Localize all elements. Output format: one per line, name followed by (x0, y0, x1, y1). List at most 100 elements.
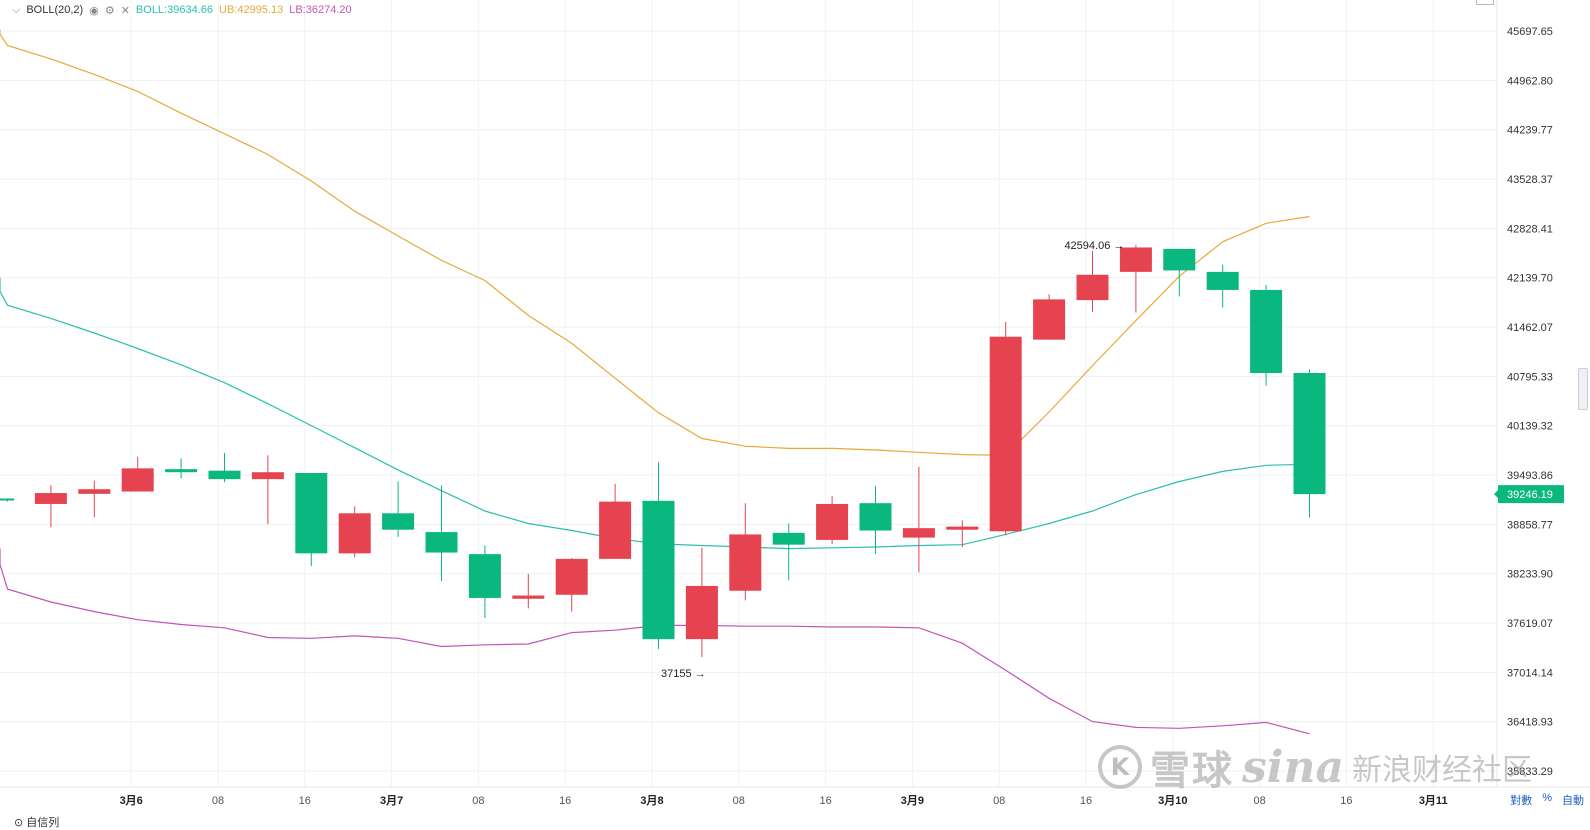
gear-icon[interactable]: ⚙ (104, 4, 115, 17)
candle-body (859, 503, 892, 531)
price-tick-label: 40139.32 (1507, 421, 1553, 433)
candle (902, 466, 935, 573)
candle (1206, 264, 1239, 308)
candle (121, 456, 154, 492)
time-tick-label: 16 (819, 795, 831, 807)
boll-ub-value: UB:42995.13 (219, 4, 284, 16)
candle (165, 458, 198, 479)
candle (1076, 251, 1109, 312)
eye-icon[interactable]: ◉ (89, 4, 99, 17)
candle (1250, 284, 1283, 386)
candle-body (946, 526, 979, 530)
candle-body (251, 472, 284, 480)
price-tick-label: 36418.93 (1507, 717, 1553, 729)
time-axis: 3月6 08 16 3月7 08 16 3月8 08 16 3月9 08 16 3月10 08 16 3月11 (120, 794, 1448, 807)
candle (555, 558, 588, 612)
candle-body (989, 336, 1022, 532)
candle-body (512, 595, 545, 599)
price-tick-label: 35833.29 (1507, 766, 1553, 778)
time-tick-label: 16 (559, 795, 571, 807)
time-tick-label: 16 (1340, 795, 1352, 807)
time-tick-label: 3月8 (640, 794, 663, 807)
time-tick-label: 3月10 (1158, 794, 1187, 807)
candle (1293, 369, 1326, 518)
candle-body (468, 554, 501, 598)
time-tick-label: 3月9 (901, 794, 924, 807)
pane-control[interactable] (1476, 0, 1494, 5)
candle (0, 498, 14, 502)
candle (1119, 245, 1152, 313)
price-tick-label: 37619.07 (1507, 618, 1553, 630)
boll-lb-value: LB:36274.20 (289, 4, 352, 16)
time-tick-label: 08 (212, 795, 224, 807)
candle (816, 496, 849, 544)
price-tick-label: 38233.90 (1507, 569, 1553, 581)
candle (338, 506, 371, 558)
price-annotation: 37155 → (661, 668, 706, 680)
price-tick-label: 38858.77 (1507, 519, 1553, 531)
indicator-legend: ⌵ BOLL(20,2) ◉ ⚙ ✕ BOLL:39634.66 UB:4299… (12, 2, 352, 18)
candle-body (1293, 373, 1326, 495)
price-tick-label: 45697.65 (1507, 26, 1553, 38)
candle-body (121, 468, 154, 492)
candle-body (165, 469, 198, 473)
log-scale-button[interactable]: 對數 (1510, 795, 1533, 807)
scale-options: 對數 % 自動 (1510, 792, 1584, 808)
candle-body (34, 493, 67, 504)
bottom-tab[interactable]: ⊙ 自信列 (14, 814, 59, 830)
boll-upper-band (0, 29, 1310, 456)
candle-body (208, 470, 241, 480)
price-annotation: 42594.06 → (1064, 240, 1124, 252)
grid (0, 0, 1497, 787)
bottom-tab-icon: ⊙ (14, 817, 27, 829)
candle (946, 520, 979, 548)
candle (859, 486, 892, 555)
price-tick-label: 43528.37 (1507, 174, 1553, 186)
candle-body (0, 498, 14, 501)
candles (0, 245, 1326, 658)
auto-scale-button[interactable]: 自動 (1562, 795, 1584, 807)
time-tick-label: 08 (472, 795, 484, 807)
candle-body (902, 528, 935, 538)
time-tick-label: 16 (299, 795, 311, 807)
price-tick-label: 44239.77 (1507, 125, 1553, 137)
price-axis: 45697.65 44962.80 44239.77 43528.37 42828.41… (1507, 26, 1553, 778)
candle (599, 483, 632, 559)
chevron-down-icon[interactable]: ⌵ (12, 3, 21, 16)
candle-body (1206, 271, 1239, 290)
close-icon[interactable]: ✕ (120, 4, 130, 17)
price-tick-label: 37014.14 (1507, 667, 1553, 679)
candle-body (1119, 247, 1152, 272)
price-tick-label: 44962.80 (1507, 75, 1553, 87)
current-price-label: 39246.19 (1507, 489, 1553, 501)
current-price-pointer (1494, 490, 1498, 499)
candle (1033, 294, 1066, 340)
candle (208, 453, 241, 483)
indicator-name: BOLL(20,2) (26, 4, 84, 16)
candle (425, 485, 458, 582)
candle-body (685, 585, 718, 640)
bottom-tab-label: 自信列 (26, 817, 60, 829)
price-tick-label: 40795.33 (1507, 371, 1553, 383)
candle (685, 547, 718, 658)
time-tick-label: 3月7 (380, 794, 403, 807)
candle (1163, 248, 1196, 297)
candle-body (295, 472, 328, 554)
candle (989, 322, 1022, 536)
time-tick-label: 3月11 (1419, 794, 1448, 807)
candle (468, 545, 501, 619)
candle-body (642, 500, 675, 640)
candle (382, 481, 415, 537)
candle-body (555, 558, 588, 595)
candle (512, 573, 545, 609)
candle-body (338, 513, 371, 554)
price-scale-handle[interactable] (1578, 368, 1588, 410)
current-price-badge (1498, 485, 1564, 504)
time-tick-label: 08 (733, 795, 745, 807)
percent-scale-button[interactable]: % (1542, 792, 1552, 804)
candle-body (382, 513, 415, 530)
candle (34, 485, 67, 528)
price-tick-label: 42139.70 (1507, 273, 1553, 285)
